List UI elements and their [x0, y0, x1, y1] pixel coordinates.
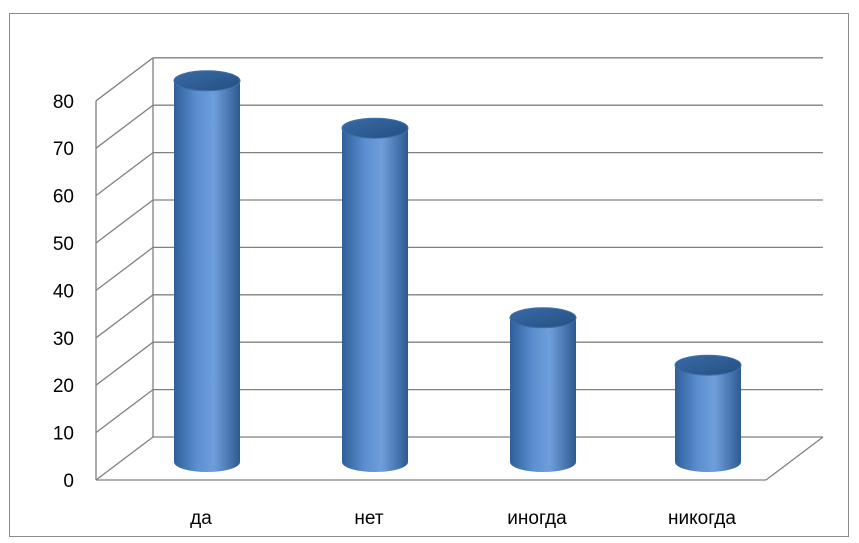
x-category-label: да: [190, 508, 212, 529]
bar-top: [173, 70, 241, 92]
bar-top: [674, 354, 742, 376]
y-tick-label: 20: [53, 376, 74, 397]
bar-никогда: [674, 354, 742, 472]
y-tick-label: 40: [53, 281, 74, 302]
bar-иногда: [509, 307, 577, 472]
depth-gridline: [95, 57, 154, 102]
depth-gridline: [95, 104, 154, 149]
bar-body: [342, 128, 408, 472]
y-tick-label: 70: [53, 139, 74, 160]
bar-нет: [341, 117, 409, 472]
y-tick-label: 80: [53, 92, 74, 113]
y-tick-label: 30: [53, 329, 74, 350]
depth-gridline: [95, 389, 154, 434]
depth-gridline: [95, 436, 154, 481]
y-tick-label: 50: [53, 234, 74, 255]
depth-gridline: [95, 341, 154, 386]
y-tick-label: 0: [63, 471, 74, 492]
floor-right-edge: [765, 436, 824, 481]
bar-top: [509, 307, 577, 329]
bar-top: [341, 117, 409, 139]
y-tick-label: 60: [53, 187, 74, 208]
bar-layer: [173, 70, 742, 473]
x-category-label: иногда: [507, 508, 567, 529]
depth-gridline: [95, 246, 154, 291]
bar-body: [510, 317, 576, 472]
bar-body: [174, 80, 240, 473]
y-tick-label: 10: [53, 424, 74, 445]
grid-layer: [95, 57, 823, 481]
depth-gridline: [95, 152, 154, 197]
depth-gridline: [95, 199, 154, 244]
label-layer: 0 10 20 30 40 50 60 70 80 да нет иногда никогда: [53, 92, 737, 529]
bar-body: [675, 365, 741, 472]
x-category-label: нет: [354, 508, 383, 529]
bar-да: [173, 70, 241, 473]
x-category-label: никогда: [668, 508, 736, 529]
depth-gridline: [95, 294, 154, 339]
